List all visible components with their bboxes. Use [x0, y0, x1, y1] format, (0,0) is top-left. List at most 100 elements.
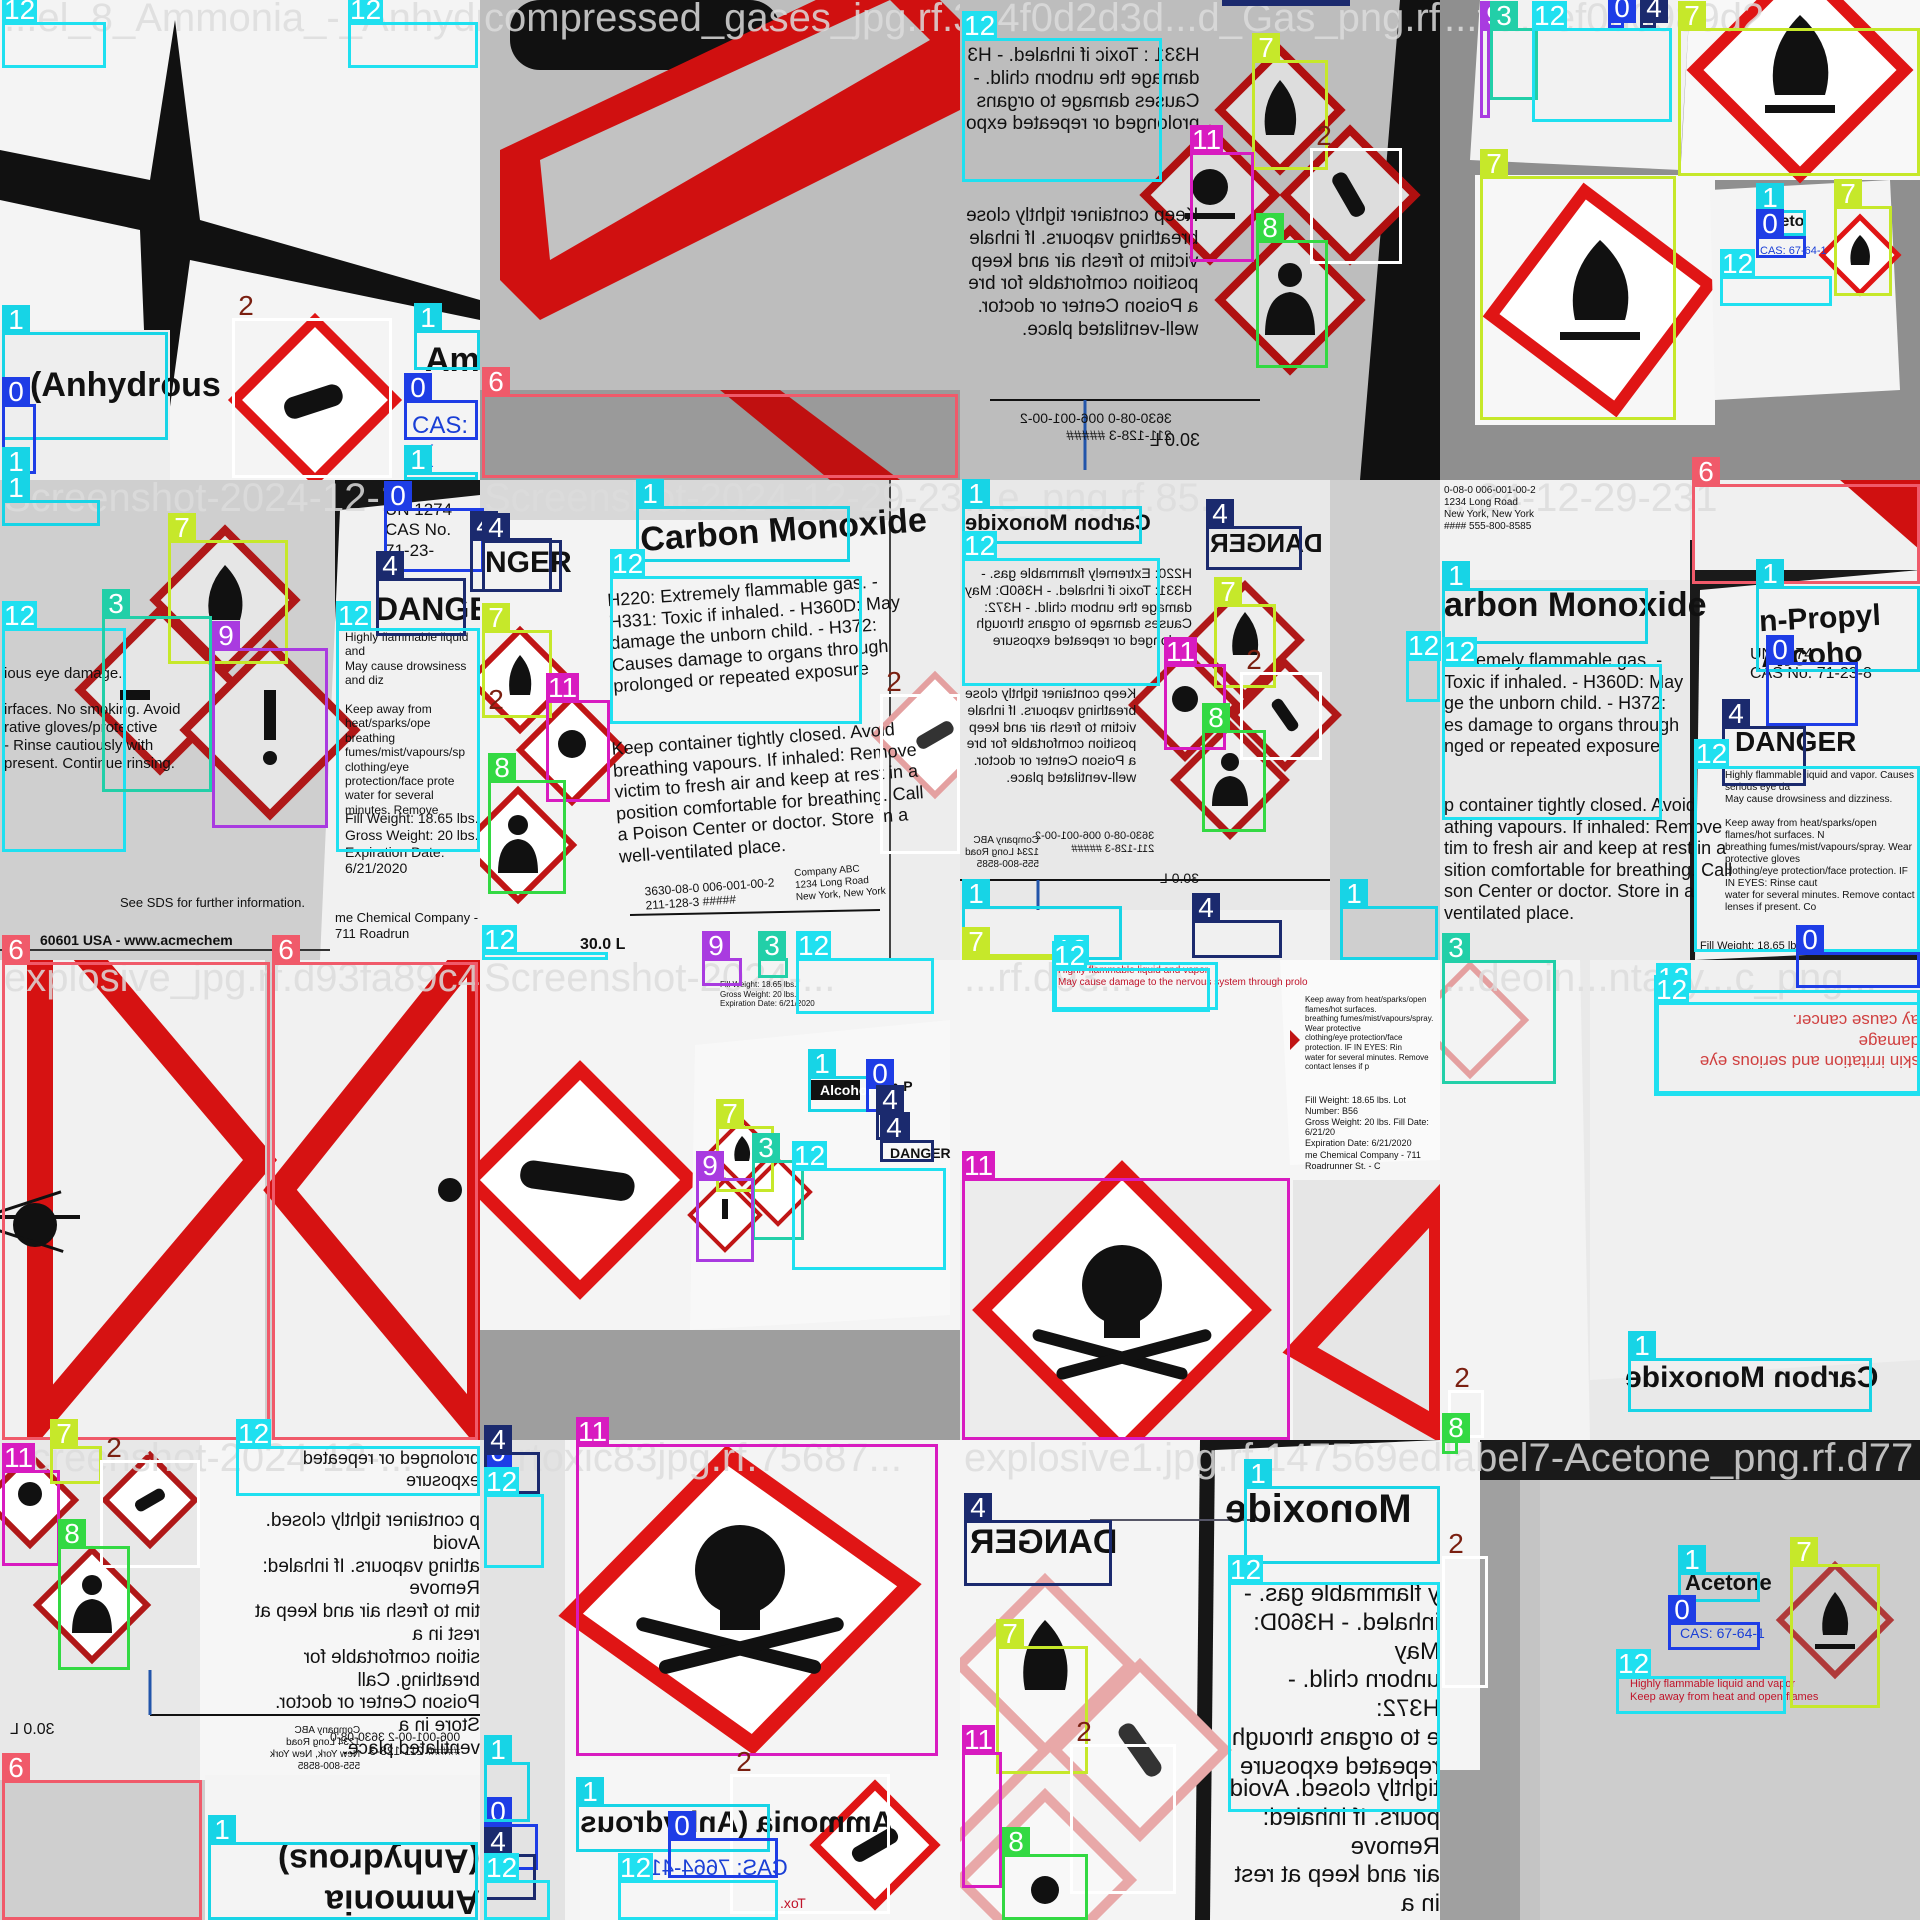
- tile-r2c3-art: [1440, 960, 1920, 1440]
- tile-r1c0-art: [0, 480, 480, 960]
- label-text: Keep away from heat/sparks/open flames/h…: [1305, 995, 1434, 1072]
- gas-cylinder-pictogram: [809, 1779, 941, 1911]
- tile-r0c0-art: [0, 20, 480, 480]
- label-text: H331 : Toxic if inhaled. - H3 damage the…: [966, 45, 1200, 135]
- label-text: 30.0 L: [10, 1721, 55, 1738]
- label-text: Highly flammable liquid and vapor Keep a…: [1630, 1678, 1819, 1704]
- label-text: Aceto: [1760, 213, 1805, 230]
- label-text: H220: Extremely flammable gas. - H331: T…: [606, 571, 901, 697]
- label-text: CAS: 7664-41-7: [630, 1855, 788, 1880]
- flame-pictogram: [1185, 580, 1305, 700]
- tile-r0c3: ...fla...ef0d0989d2 Aceto CAS: 67-64-1: [1440, 0, 1920, 480]
- label-text: 0-08-0 006-001-00-2 1234 Long Road New Y…: [1444, 485, 1536, 532]
- label-text: ious eye damage. irfaces. No smoking. Av…: [4, 665, 181, 772]
- tile-r2c2-art: [960, 960, 1440, 1440]
- gas-cylinder-pictogram: [227, 312, 403, 480]
- flame-pictogram: [480, 625, 575, 735]
- label-text: Fill Weight: 18.65 lbs. Lot Number: B56 …: [1305, 1095, 1429, 1149]
- tile-r3c0-art: [0, 1440, 480, 1920]
- tile-r3c1-art: [480, 1440, 960, 1920]
- tile-r1c1: Screenshot-2024-12-29-23... Carbon Monox…: [480, 480, 960, 960]
- label-text: y flammable gas. - inhaled. - H360D: May…: [1231, 1580, 1440, 1780]
- label-text: Monoxide: [1225, 1487, 1412, 1531]
- flame-pictogram: [1775, 1560, 1895, 1680]
- label-text: See SDS for further information.: [120, 895, 305, 910]
- gas-cylinder-pictogram: [870, 670, 960, 800]
- tile-r0c1: compressed_gases_jpg.rf.3d...: [480, 0, 960, 480]
- label-text: CAS: 67-64-1: [1760, 245, 1827, 257]
- label-text: prolonged or repeated exposure: [302, 1448, 480, 1490]
- label-text: DANGER: [1210, 528, 1323, 558]
- label-text: 30.0 L: [1160, 870, 1199, 886]
- tile-r3c3-art: [1440, 1440, 1920, 1920]
- tile-r0c2: ...4f0d2d3d...d_Gas_png.rf... H331 : Tox…: [960, 0, 1440, 480]
- label-text: Ammonia (Anhydrous: [580, 1806, 894, 1839]
- label-text: 60601 USA - www.acmechem: [40, 932, 233, 948]
- gas-cylinder-pictogram: [1047, 1657, 1233, 1843]
- gas-cylinder-pictogram: [1279, 124, 1421, 266]
- tile-r0c0: ...el_8_Ammonia_-_Anhydrous_compressed_g…: [0, 0, 480, 480]
- label-text: arbon Monoxide: [1444, 586, 1707, 624]
- label-text: skin irritation and serious eye damage a…: [1699, 1011, 1920, 1072]
- label-text: Amr: [425, 341, 480, 379]
- label-text: Keep container tightly closed. Avoid bre…: [610, 719, 925, 867]
- skull-pictogram: [558, 1445, 922, 1755]
- tile-r0c3-art: [1470, 0, 1920, 425]
- label-text: 30.0 L: [1150, 430, 1201, 450]
- explosion-pictogram: [263, 960, 480, 1440]
- label-text: 3630-08-0 006-001-00-2 211-128-3 #####: [1035, 830, 1155, 856]
- label-text: Company ABC 1234 Long Road 555-800-8585: [965, 835, 1039, 870]
- label-text: tightly closed. Avoid pours. If inhaled:…: [1229, 1775, 1440, 1920]
- tile-r3c2: explosive1.jpg.rf.147569edaba... DANGER …: [960, 1440, 1440, 1920]
- skull-pictogram: [960, 1657, 1053, 1843]
- label-text: p container tightly closed. Avoid athing…: [255, 1510, 480, 1759]
- tile-r2c2: ...rf.d93... Highly flammable liquid and…: [960, 960, 1440, 1440]
- label-text: Acetone: [1685, 1570, 1772, 1595]
- label-text: Highly flammable liquid and vapor May ca…: [1058, 965, 1308, 988]
- tile-r1c2-art: [960, 480, 1440, 960]
- label-text: Fill Weight: 18.65 lbs. Gross Weight: 20…: [720, 980, 815, 1009]
- flame-pictogram: [149, 524, 301, 676]
- label-text: DANGER: [890, 1145, 951, 1161]
- label-text: Company ABC 1234 Long Road New York, New…: [793, 863, 887, 904]
- health-hazard-pictogram: [32, 1545, 152, 1665]
- label-text: 30.0 L: [580, 936, 626, 953]
- exclamation-pictogram: [687, 1177, 763, 1253]
- tile-r1c3: ...24-12-29-231 0-08-0 006-001-00-2 1234…: [1440, 480, 1920, 960]
- label-text: 3630-08-0 006-001-00-2 211-128-3 #####: [1020, 410, 1172, 443]
- label-text: Fill Weight: 18.65 lbs.: [1700, 940, 1805, 952]
- label-text: 006-001-00-2 3630-08-0 ##### 211-128-3: [330, 1730, 461, 1759]
- label-text: Carbon Monoxide: [1625, 1361, 1879, 1394]
- label-text: NGER: [485, 546, 572, 579]
- label-text: Extremely flammable gas. - Toxic if inha…: [1444, 650, 1684, 757]
- gas-cylinder-pictogram: [1440, 960, 1530, 1080]
- skull-pictogram: [972, 1160, 1272, 1440]
- label-text: UN 1274 CAS No. 71-23-8: [1750, 646, 1872, 683]
- label-text: DANGER: [970, 1523, 1118, 1561]
- label-text: H220: Extremely flammable gas. - H331: T…: [965, 565, 1192, 649]
- tile-r3c1: ...rtoxic83jpg.rf.75687... Ammonia (Anhy…: [480, 1440, 960, 1920]
- label-text: me Chemical Company - 711 Roadrunner St.…: [1305, 1150, 1421, 1171]
- tile-r2c0: explosive_jpg.rf.d93fa89c43...: [0, 960, 480, 1440]
- label-text: CAS: 67-64-1: [1680, 1625, 1765, 1641]
- gas-cylinder-pictogram: [100, 1450, 200, 1550]
- label-text: me Chemical Company - 711 Roadrun: [335, 910, 479, 941]
- skull-pictogram: [0, 1450, 80, 1550]
- health-hazard-pictogram: [480, 785, 578, 905]
- flame-pictogram: [1214, 44, 1346, 176]
- label-text: DANGER: [1735, 726, 1857, 757]
- label-text: Alcohol: [820, 1082, 872, 1098]
- label-text: Fill Weight: 18.65 lbs. Gross Weight: 20…: [345, 810, 479, 877]
- flame-pictogram: [1482, 182, 1718, 418]
- label-text: n-P: [890, 1078, 913, 1094]
- tile-r2c0-art: [0, 960, 480, 1440]
- tile-r2c3: ...deoin...ntacy...c_png... skin irritat…: [1440, 960, 1920, 1440]
- label-text: Highly flammable liquid and vapor. Cause…: [1725, 770, 1915, 913]
- tile-r1c2: ...e_png.rf.85... Carbon Monoxide DANGER…: [960, 480, 1440, 960]
- tile-r3c0: Screenshot-2024-12-... p container tight…: [0, 1440, 480, 1920]
- tile-r3c3: label7-Acetone_png.rf.d77 Acetone CAS: 6…: [1440, 1440, 1920, 1920]
- tile-r2c1-art: [480, 960, 960, 1330]
- label-text: p container tightly closed. Avoid athing…: [1444, 795, 1733, 923]
- label-text: Keep container tightly close breathing v…: [966, 205, 1199, 340]
